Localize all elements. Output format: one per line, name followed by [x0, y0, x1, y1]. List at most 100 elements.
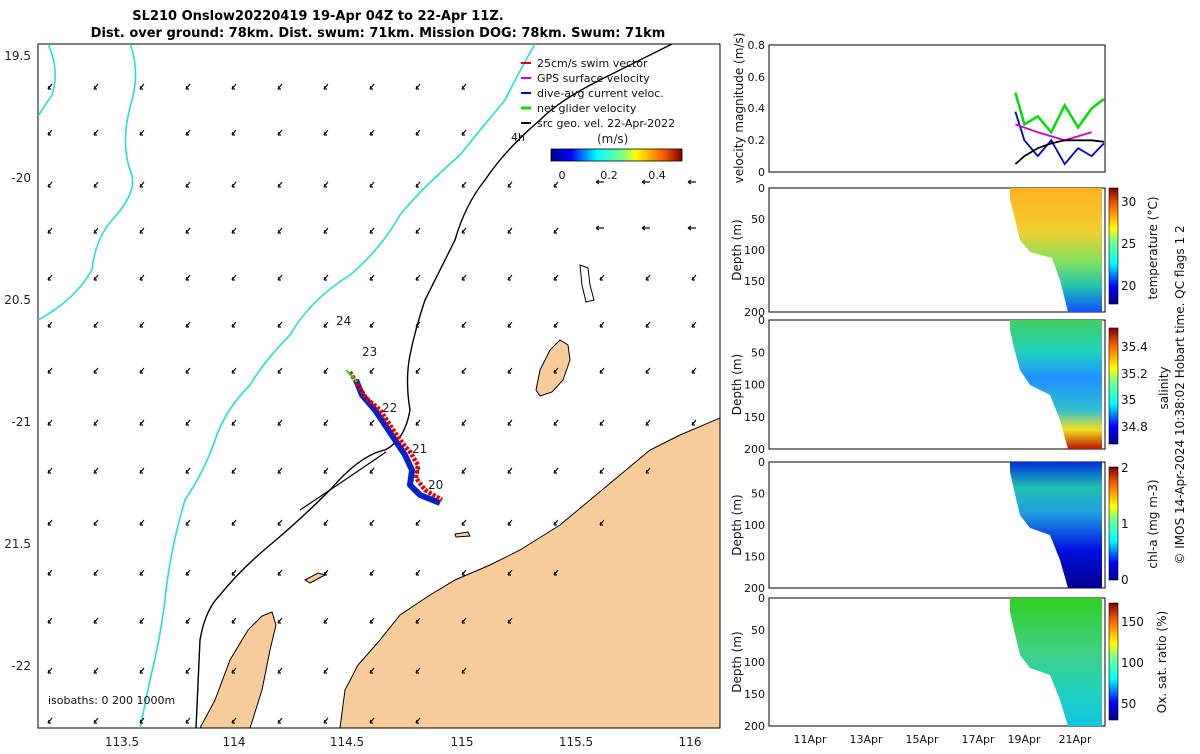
velocity-panel: 0 0.2 0.4 0.6 0.8 velocity magnitude (m/… [732, 33, 1106, 183]
velocity-series-line [1014, 92, 1105, 135]
svg-text:20.5: 20.5 [4, 293, 31, 307]
current-vector-arrow [507, 367, 513, 374]
svg-text:21Apr: 21Apr [1058, 733, 1092, 746]
day-label-24: 24 [336, 314, 351, 328]
current-vector-arrow [553, 181, 559, 188]
current-vector-arrow [139, 617, 145, 624]
svg-text:net glider velocity: net glider velocity [537, 102, 637, 115]
current-vector-arrow [277, 667, 283, 674]
current-vector-arrow [507, 321, 513, 328]
current-vector-arrow [507, 467, 513, 474]
current-vector-arrow [231, 617, 237, 624]
current-vector-arrow [231, 367, 237, 374]
current-vector-arrow [415, 321, 421, 328]
legend-swim: 25cm/s swim vector [521, 57, 648, 70]
svg-text:0: 0 [758, 166, 765, 179]
current-vector-arrow [231, 274, 237, 281]
current-vector-arrow [553, 321, 559, 328]
svg-text:21.5: 21.5 [4, 537, 31, 551]
svg-text:0.6: 0.6 [748, 71, 766, 84]
current-vector-arrow [323, 367, 329, 374]
depth-tick-label: 50 [751, 624, 765, 637]
current-vector-arrow [139, 181, 145, 188]
current-vector-arrow [461, 519, 467, 526]
current-vector-arrow [231, 227, 237, 234]
current-vector-arrow [47, 367, 53, 374]
current-vector-arrow [185, 321, 191, 328]
current-vector-arrow [507, 617, 513, 624]
legend-4h: 4h [511, 131, 525, 144]
current-vector-arrow [461, 83, 467, 90]
svg-text:50: 50 [1121, 697, 1136, 711]
mainland [339, 417, 720, 728]
current-vector-arrow [139, 321, 145, 328]
current-vector-arrow [185, 519, 191, 526]
current-vector-arrow [139, 717, 145, 724]
current-vector-arrow [47, 227, 53, 234]
current-vector-arrow [277, 569, 283, 576]
depth-tick-label: 200 [744, 443, 765, 456]
glider-track [345, 369, 444, 506]
svg-text:113.5: 113.5 [105, 735, 139, 749]
depth-tick-label: 100 [744, 379, 765, 392]
current-vector-arrow [47, 617, 53, 624]
legend-gps: GPS surface velocity [521, 72, 650, 85]
svg-text:115.5: 115.5 [559, 735, 593, 749]
title-line2: Dist. over ground: 78km. Dist. swum: 71k… [91, 26, 666, 41]
current-vector-arrow [369, 617, 375, 624]
current-vector-arrow [599, 274, 605, 281]
depth-tick-label: 200 [744, 720, 765, 733]
current-vector-arrow [93, 367, 99, 374]
current-vector-arrow [461, 367, 467, 374]
svg-text:35.2: 35.2 [1121, 367, 1148, 381]
svg-text:13Apr: 13Apr [849, 733, 883, 746]
day-label-23: 23 [362, 345, 377, 359]
current-vector-arrow [641, 179, 650, 185]
current-vector-arrow [415, 83, 421, 90]
salinity-panel: 35.4 35.2 35 34.8 salinity [768, 319, 1171, 450]
current-vector-arrow [277, 227, 283, 234]
current-vector-arrow [277, 181, 283, 188]
current-vector-arrow [185, 569, 191, 576]
depth-tick-label: 0 [758, 182, 765, 195]
chla-panel: 2 1 0 chl-a (mg m-3) [768, 461, 1160, 589]
current-vector-arrow [323, 129, 329, 136]
svg-text:1: 1 [1121, 517, 1129, 531]
current-vector-arrow [415, 717, 421, 724]
current-vector-arrow [461, 321, 467, 328]
velocity-series-line [1014, 111, 1105, 166]
current-vector-arrow [461, 569, 467, 576]
isobath-200-east [139, 44, 536, 728]
depth-tick-label: 150 [744, 551, 765, 564]
day-label-21: 21 [412, 442, 427, 456]
velocity-series-line [1015, 123, 1092, 142]
svg-text:34.8: 34.8 [1121, 420, 1148, 434]
current-vector-arrow [93, 83, 99, 90]
current-vector-arrow [461, 467, 467, 474]
current-vector-arrow [93, 519, 99, 526]
svg-text:116: 116 [679, 735, 702, 749]
svg-text:35: 35 [1121, 393, 1136, 407]
cb-tick-0: 0 [559, 169, 566, 182]
current-vector-arrow [139, 274, 145, 281]
day-label-22: 22 [382, 401, 397, 415]
island-north [579, 264, 595, 303]
current-vector-arrow [369, 227, 375, 234]
svg-text:30: 30 [1121, 195, 1136, 209]
title-line1: SL210 Onslow20220419 19-Apr 04Z to 22-Ap… [132, 9, 503, 24]
depth-tick-label: 100 [744, 519, 765, 532]
speed-colorbar [550, 148, 683, 162]
current-vector-arrow [461, 227, 467, 234]
current-vector-arrow [415, 667, 421, 674]
current-vector-arrow [415, 227, 421, 234]
svg-text:15Apr: 15Apr [905, 733, 939, 746]
svg-text:115: 115 [451, 735, 474, 749]
current-vector-arrow [415, 519, 421, 526]
svg-text:-21: -21 [11, 415, 31, 429]
depth-tick-label: 150 [744, 688, 765, 701]
current-vector-arrow [461, 129, 467, 136]
current-vector-arrow [231, 717, 237, 724]
current-vector-arrow [185, 181, 191, 188]
legend-dive: dive-avg current veloc. [521, 87, 664, 100]
legend-net: net glider velocity [521, 102, 637, 115]
